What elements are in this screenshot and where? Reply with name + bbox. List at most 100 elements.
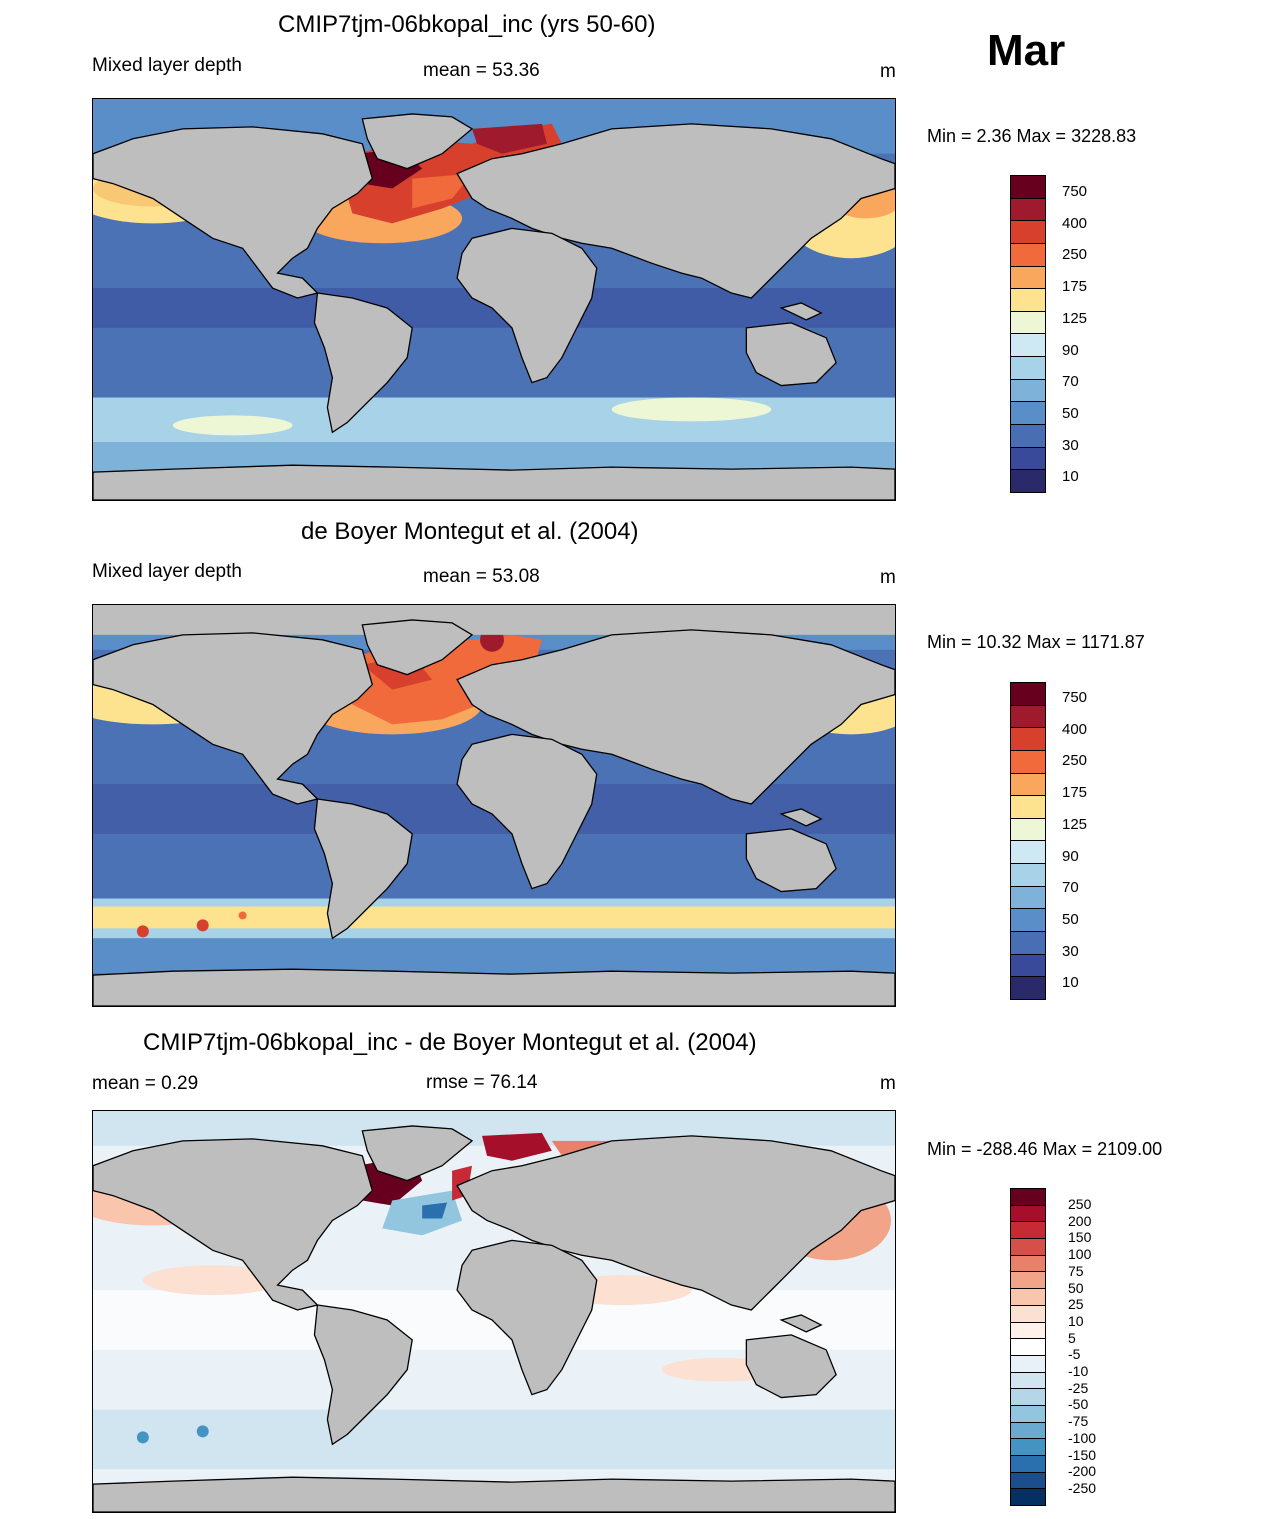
colorbar-label: 175 [1062, 784, 1088, 802]
panel2-left-label: Mixed layer depth [92, 561, 242, 582]
colorbar-swatch [1011, 1456, 1045, 1473]
colorbar-label: 90 [1062, 341, 1079, 359]
colorbar-label: 30 [1062, 942, 1079, 960]
colorbar-swatch [1011, 796, 1045, 819]
colorbar-swatch [1011, 683, 1045, 706]
colorbar-label: 750 [1062, 183, 1088, 200]
panel1-minmax: Min = 2.36 Max = 3228.83 [927, 126, 1137, 146]
colorbar-swatch [1011, 932, 1045, 955]
colorbar-label: 10 [1062, 974, 1079, 992]
colorbar-swatch [1011, 1389, 1045, 1406]
colorbar-label: -100 [1068, 1429, 1097, 1446]
colorbar-swatch [1011, 818, 1045, 842]
colorbar-swatch [1011, 1305, 1045, 1323]
colorbar-swatch [1011, 1372, 1045, 1390]
colorbar-swatch [1011, 1439, 1045, 1456]
colorbar-label: 30 [1062, 436, 1079, 454]
colorbar-label: 10 [1068, 1312, 1084, 1329]
colorbar-label: 70 [1062, 879, 1079, 897]
colorbar-label: 50 [1062, 404, 1079, 422]
colorbar-label: 75 [1068, 1262, 1084, 1279]
colorbar-swatch [1011, 750, 1045, 774]
colorbar-swatch [1011, 773, 1045, 797]
colorbar-swatch [1011, 1255, 1045, 1273]
colorbar-label: 250 [1062, 752, 1088, 770]
colorbar-swatch [1011, 1405, 1045, 1423]
panel2-map [92, 604, 896, 1007]
colorbar-swatch [1011, 176, 1045, 199]
colorbar-swatch [1011, 1322, 1045, 1340]
colorbar-swatch [1011, 357, 1045, 380]
colorbar-swatch [1011, 1489, 1045, 1506]
colorbar-swatch [1011, 243, 1045, 267]
panel1-left-label: Mixed layer depth [92, 55, 242, 76]
colorbar-label: 200 [1068, 1212, 1092, 1229]
colorbar-swatch [1011, 311, 1045, 335]
colorbar-label: 50 [1068, 1279, 1084, 1296]
colorbar-swatch [1011, 198, 1045, 222]
colorbar-swatch [1011, 841, 1045, 865]
colorbar-label: 50 [1062, 910, 1079, 928]
colorbar-label: -250 [1068, 1479, 1097, 1496]
colorbar-label: 70 [1062, 373, 1079, 391]
colorbar-label: 5 [1068, 1329, 1076, 1346]
colorbar-swatch [1011, 266, 1045, 290]
panel3-minmax: Min = -288.46 Max = 2109.00 [927, 1139, 1163, 1159]
colorbar-swatch [1011, 1472, 1045, 1490]
panel3-colorbar [1010, 1188, 1046, 1506]
colorbar-swatch [1011, 221, 1045, 244]
colorbar-swatch [1011, 705, 1045, 729]
colorbar-swatch [1011, 1355, 1045, 1373]
panel3-rmse: rmse = 76.14 [426, 1072, 538, 1093]
panel3-map [92, 1110, 896, 1513]
colorbar-swatch [1011, 334, 1045, 358]
colorbar-swatch [1011, 1272, 1045, 1290]
colorbar-swatch [1011, 886, 1045, 910]
panel1-colorbar [1010, 175, 1046, 493]
colorbar-swatch [1011, 909, 1045, 933]
colorbar-swatch [1011, 977, 1045, 999]
colorbar-swatch [1011, 289, 1045, 312]
colorbar-swatch [1011, 1289, 1045, 1306]
colorbar-swatch [1011, 425, 1045, 448]
panel2-mean: mean = 53.08 [423, 566, 540, 587]
colorbar-label: -5 [1068, 1346, 1081, 1363]
colorbar-swatch [1011, 1189, 1045, 1206]
colorbar-label: -25 [1068, 1379, 1089, 1396]
panel1-map [92, 98, 896, 501]
colorbar-label: 400 [1062, 214, 1088, 232]
colorbar-label: 750 [1062, 689, 1088, 706]
panel2-minmax: Min = 10.32 Max = 1171.87 [927, 632, 1145, 652]
colorbar-label: 125 [1062, 815, 1088, 833]
colorbar-label: -10 [1068, 1363, 1089, 1379]
month-label: Mar [987, 26, 1066, 75]
colorbar-label: -50 [1068, 1396, 1089, 1413]
colorbar-swatch [1011, 1205, 1045, 1223]
colorbar-label: 25 [1068, 1296, 1084, 1313]
colorbar-swatch [1011, 728, 1045, 751]
colorbar-label: -150 [1068, 1446, 1097, 1463]
colorbar-swatch [1011, 1222, 1045, 1240]
panel2-colorbar [1010, 682, 1046, 1000]
colorbar-label: 100 [1068, 1246, 1092, 1263]
colorbar-swatch [1011, 470, 1045, 492]
panel2-units: m [880, 567, 896, 588]
colorbar-label: -75 [1068, 1413, 1089, 1430]
panel1-title: CMIP7tjm-06bkopal_inc (yrs 50-60) [278, 11, 656, 38]
colorbar-label: 400 [1062, 720, 1088, 738]
colorbar-swatch [1011, 447, 1045, 471]
colorbar-label: 90 [1062, 847, 1079, 865]
colorbar-label: 125 [1062, 309, 1088, 327]
colorbar-swatch [1011, 954, 1045, 978]
panel3-mean: mean = 0.29 [92, 1073, 199, 1094]
colorbar-label: 150 [1068, 1229, 1092, 1246]
colorbar-swatch [1011, 402, 1045, 426]
colorbar-swatch [1011, 379, 1045, 403]
panel3-title: CMIP7tjm-06bkopal_inc - de Boyer Montegu… [143, 1029, 757, 1056]
colorbar-label: 175 [1062, 278, 1088, 296]
colorbar-swatch [1011, 1422, 1045, 1440]
colorbar-swatch [1011, 864, 1045, 887]
colorbar-label: 250 [1068, 1196, 1092, 1212]
colorbar-label: -200 [1068, 1463, 1097, 1480]
panel3-units: m [880, 1073, 896, 1094]
